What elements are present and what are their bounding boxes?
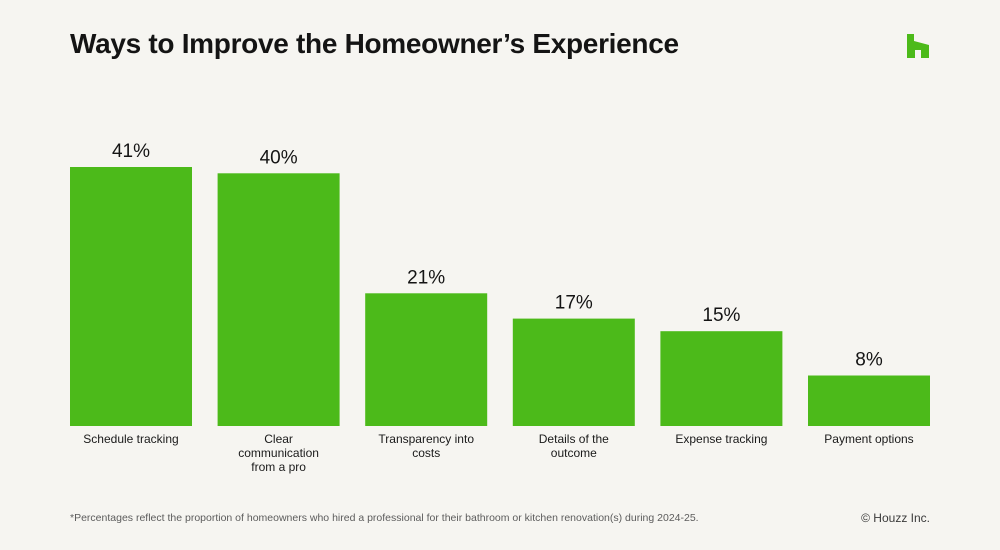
- category-label-line: costs: [412, 446, 440, 460]
- category-label: Details of the outcome: [539, 432, 609, 460]
- value-labels-group: 41% 40% 21% 17% 15% 8%: [112, 141, 883, 371]
- category-label: Clear communication from a pro: [238, 432, 319, 474]
- category-label: Expense tracking: [675, 432, 767, 446]
- bar-value-label: 40%: [260, 147, 298, 168]
- category-label-line: Transparency into: [378, 432, 474, 446]
- bar-value-label: 17%: [555, 293, 593, 314]
- houzz-logo-icon: [907, 34, 929, 58]
- bar: [217, 173, 340, 426]
- bar-value-label: 15%: [702, 305, 740, 326]
- bar-value-label: 21%: [407, 267, 445, 288]
- category-label: Transparency into costs: [378, 432, 474, 460]
- category-label: Payment options: [824, 432, 913, 446]
- category-label-line: Payment options: [824, 432, 913, 446]
- bar: [660, 331, 783, 426]
- copyright: © Houzz Inc.: [861, 511, 930, 525]
- category-label-line: outcome: [551, 446, 597, 460]
- bar: [808, 375, 930, 426]
- category-label-line: Schedule tracking: [83, 432, 178, 446]
- bar: [512, 318, 635, 426]
- footnote: *Percentages reflect the proportion of h…: [70, 512, 699, 524]
- bar-value-label: 41%: [112, 141, 150, 162]
- category-labels-group: Schedule tracking Clear communication from …: [83, 432, 913, 474]
- category-label-line: Expense tracking: [675, 432, 767, 446]
- category-label-line: from a pro: [251, 460, 306, 474]
- bars-group: [70, 167, 930, 426]
- bar-value-label: 8%: [855, 350, 883, 371]
- category-label-line: Details of the: [539, 432, 609, 446]
- chart-title: Ways to Improve the Homeowner’s Experien…: [70, 28, 679, 59]
- category-label: Schedule tracking: [83, 432, 178, 446]
- houzz-logo-shape: [907, 34, 929, 58]
- category-label-line: Clear: [264, 432, 293, 446]
- category-label-line: communication: [238, 446, 319, 460]
- bar: [365, 293, 488, 426]
- bar: [70, 167, 192, 426]
